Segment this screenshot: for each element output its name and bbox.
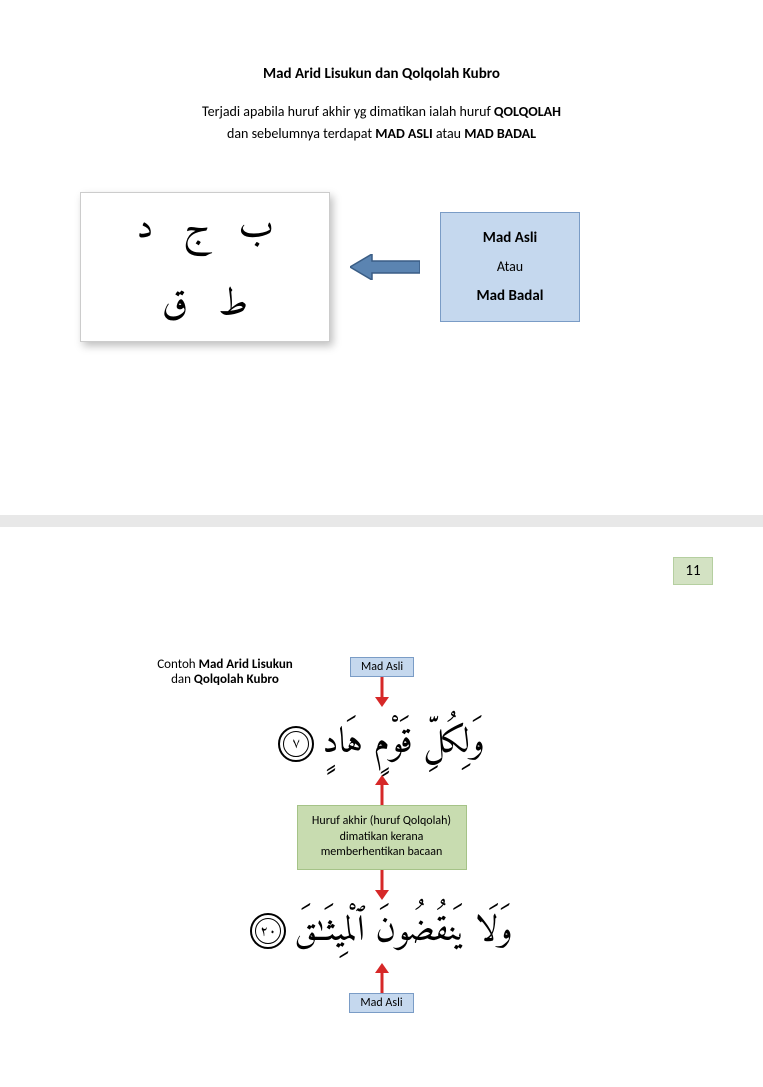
explanation-box: Huruf akhir (huruf Qolqolah) dimatikan k… (297, 805, 467, 870)
mad-asli-label: Mad Asli (483, 229, 537, 247)
caption-bold1: Mad Arid Lisukun (199, 657, 293, 672)
example-caption: Contoh Mad Arid Lisukun dan Qolqolah Kub… (140, 657, 310, 687)
arabic-verse-1: وَلِكُلِّ قَوْمٍ هَادٍ ٧ (278, 712, 484, 775)
letters-row-1: ب ج د (136, 195, 273, 262)
top-label-arrow: Mad Asli (350, 657, 414, 707)
arabic-verse-2: وَلَا يَنقُضُونَ ٱلْمِيثَـٰقَ ٢٠ (250, 900, 512, 963)
mad-source-box: Mad Asli Atau Mad Badal (440, 212, 580, 322)
red-arrow-up-icon-2 (373, 963, 391, 993)
example-header: Contoh Mad Arid Lisukun dan Qolqolah Kub… (140, 657, 713, 707)
page-2: 11 Contoh Mad Arid Lisukun dan Qolqolah … (0, 527, 763, 1087)
desc-bold-madbadal: MAD BADAL (464, 125, 536, 142)
desc-bold-qolqolah: QOLQOLAH (494, 103, 561, 120)
desc-text: Terjadi apabila huruf akhir yg dimatikan… (202, 103, 494, 120)
red-arrow-down-icon (373, 677, 391, 707)
page-title: Mad Arid Lisukun dan Qolqolah Kubro (50, 65, 713, 83)
description-line-2: dan sebelumnya terdapat MAD ASLI atau MA… (50, 125, 713, 142)
mad-asli-tag-top: Mad Asli (350, 657, 414, 677)
verse-1-area: وَلِكُلِّ قَوْمٍ هَادٍ ٧ Huruf akhir (hu… (50, 712, 713, 1013)
red-arrow-down-icon-2 (373, 870, 391, 900)
verse-number-1: ٧ (278, 726, 314, 762)
verse-number-2: ٢٠ (250, 913, 286, 949)
mad-badal-label: Mad Badal (477, 287, 544, 305)
arrow-left-icon (350, 254, 420, 280)
letter-qaf: ق (162, 272, 188, 339)
mad-asli-tag-bottom: Mad Asli (349, 993, 413, 1013)
desc-text2: dan sebelumnya terdapat (227, 125, 375, 142)
letter-tha: ط (218, 272, 248, 339)
page-number-badge: 11 (673, 557, 713, 585)
letter-jim: ج (183, 195, 208, 262)
letter-ba: ب (239, 195, 274, 262)
caption-mid: dan (171, 672, 194, 687)
arabic-text-2: وَلَا يَنقُضُونَ ٱلْمِيثَـٰقَ (294, 900, 512, 963)
letter-dal: د (136, 195, 153, 262)
letters-row-2: ط ق (162, 272, 248, 339)
desc-bold-madasli: MAD ASLI (375, 125, 432, 142)
arabic-text-1: وَلِكُلِّ قَوْمٍ هَادٍ (322, 712, 484, 775)
red-arrow-up-icon-1 (373, 775, 391, 805)
page-1: Mad Arid Lisukun dan Qolqolah Kubro Terj… (0, 0, 763, 515)
qolqolah-letters-box: ب ج د ط ق (80, 192, 330, 342)
caption-bold2: Qolqolah Kubro (194, 672, 279, 687)
diagram-row: ب ج د ط ق Mad Asli Atau Mad Badal (50, 192, 713, 342)
desc-or: atau (433, 125, 465, 142)
caption-pre: Contoh (157, 657, 198, 672)
atau-label: Atau (497, 258, 523, 275)
description-line-1: Terjadi apabila huruf akhir yg dimatikan… (50, 103, 713, 120)
